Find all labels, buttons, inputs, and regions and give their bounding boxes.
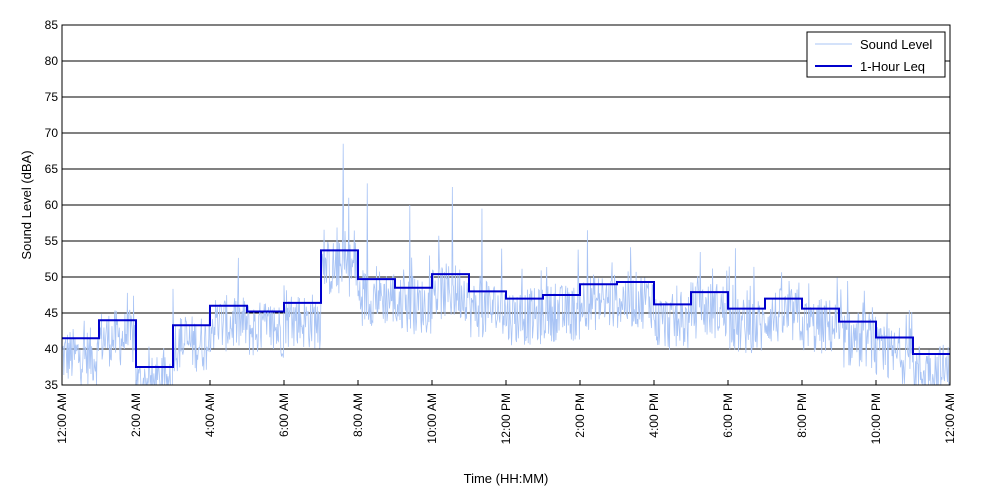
series-1-hour-leq (62, 249, 950, 368)
x-tick-label: 12:00 PM (499, 393, 513, 444)
y-tick-label: 45 (45, 306, 59, 320)
x-tick-label: 6:00 PM (721, 393, 735, 438)
y-axis-label: Sound Level (dBA) (19, 150, 34, 259)
x-axis-ticks: 12:00 AM 2:00 AM 4:00 AM 6:00 AM 8:00 AM 10:0… (55, 380, 957, 444)
x-tick-label: 4:00 PM (647, 393, 661, 438)
x-tick-label: 8:00 PM (795, 393, 809, 438)
y-tick-label: 40 (45, 342, 59, 356)
y-tick-label: 80 (45, 54, 59, 68)
x-tick-label: 2:00 PM (573, 393, 587, 438)
x-tick-label: 8:00 AM (351, 393, 365, 437)
legend-label-1-hour-leq: 1-Hour Leq (860, 59, 925, 74)
plot-frame (61, 24, 951, 386)
y-axis-ticks: 35 40 45 50 55 60 65 70 75 80 85 (45, 18, 59, 392)
y-tick-label: 60 (45, 198, 59, 212)
x-tick-label: 2:00 AM (129, 393, 143, 437)
x-axis-label: Time (HH:MM) (464, 471, 549, 486)
legend-label-sound-level: Sound Level (860, 37, 932, 52)
x-tick-label: 10:00 AM (425, 393, 439, 444)
y-tick-label: 65 (45, 162, 59, 176)
y-tick-label: 50 (45, 270, 59, 284)
y-tick-label: 70 (45, 126, 59, 140)
legend-box (806, 31, 946, 78)
x-tick-label: 4:00 AM (203, 393, 217, 437)
y-tick-label: 75 (45, 90, 59, 104)
x-tick-label: 6:00 AM (277, 393, 291, 437)
series-sound-level (61, 143, 951, 386)
x-tick-label: 12:00 AM (55, 393, 69, 444)
y-tick-label: 85 (45, 18, 59, 32)
plot-area (61, 143, 951, 386)
legend: Sound Level 1-Hour Leq (806, 31, 946, 78)
y-tick-label: 35 (45, 378, 59, 392)
y-tick-label: 55 (45, 234, 59, 248)
grid (62, 60, 950, 350)
x-tick-label: 10:00 PM (869, 393, 883, 444)
x-tick-label: 12:00 AM (943, 393, 957, 444)
